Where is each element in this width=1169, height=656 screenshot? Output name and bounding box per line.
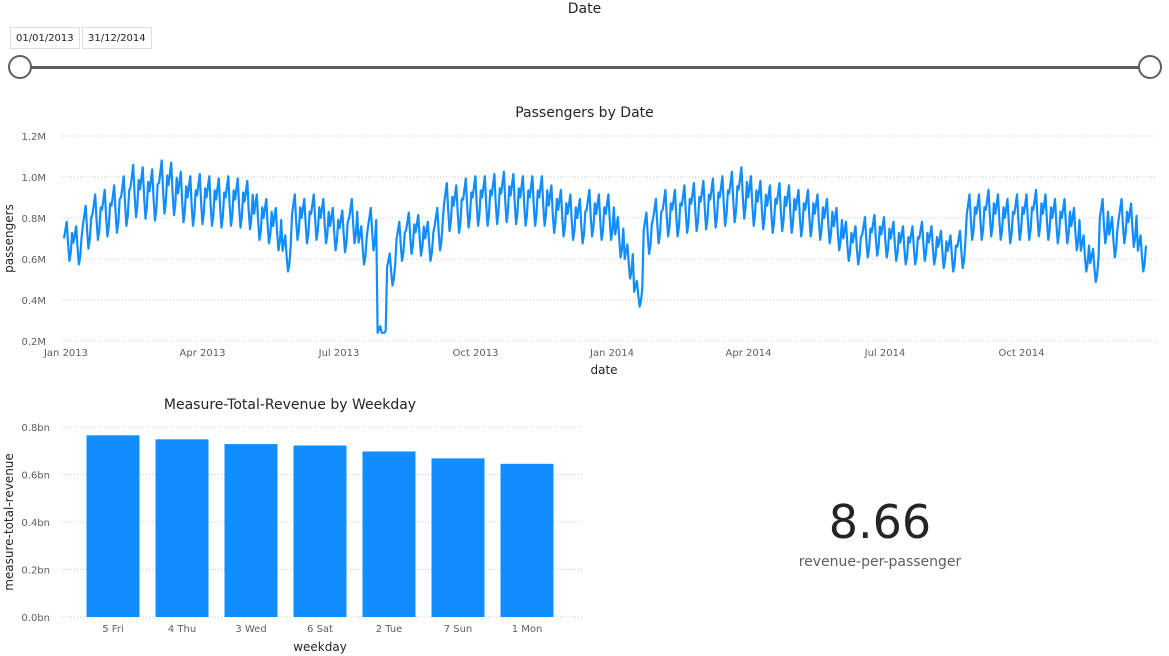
line-x-tick-label: Apr 2013: [180, 348, 226, 359]
bar-1-mon: [500, 463, 554, 617]
line-chart-title: Passengers by Date: [515, 105, 654, 121]
bar-y-tick-label: 0.4bn: [21, 518, 50, 529]
line-x-tick-label: Apr 2014: [726, 348, 772, 359]
slider-start-handle[interactable]: [8, 55, 32, 79]
line-x-tick-label: Oct 2013: [453, 348, 499, 359]
bar-3-wed: [224, 444, 278, 617]
bar-6-sat: [293, 445, 347, 617]
line-x-tick-label: Jul 2013: [318, 348, 360, 359]
card-value: 8.66: [828, 495, 932, 549]
bar-x-tick-label: 7 Sun: [444, 624, 473, 635]
bar-x-tick-label: 1 Mon: [512, 624, 543, 635]
line-x-axis-title: date: [590, 363, 617, 377]
line-y-tick-label: 0.6M: [21, 255, 46, 266]
line-y-tick-label: 0.8M: [21, 214, 46, 225]
slider-end-handle[interactable]: [1138, 55, 1162, 79]
bar-y-tick-label: 0.0bn: [21, 613, 50, 624]
line-y-tick-label: 1.2M: [21, 132, 46, 143]
line-x-tick-label: Oct 2014: [999, 348, 1045, 359]
start-date-input[interactable]: 01/01/2013: [10, 27, 80, 49]
line-x-tick-label: Jan 2013: [43, 348, 88, 359]
bar-y-tick-label: 0.6bn: [21, 471, 50, 482]
bar-x-axis-title: weekday: [293, 640, 347, 654]
bar-x-tick-label: 2 Tue: [376, 624, 403, 635]
card-label: revenue-per-passenger: [798, 554, 962, 570]
bar-y-axis-title: measure-total-revenue: [2, 453, 16, 591]
bar-7-sun: [431, 458, 485, 617]
bar-chart-title: Measure-Total-Revenue by Weekday: [163, 397, 417, 413]
end-date-input[interactable]: 31/12/2014: [82, 27, 152, 49]
bar-x-tick-label: 4 Thu: [168, 624, 196, 635]
line-y-tick-label: 1.0M: [21, 173, 46, 184]
bar-x-tick-label: 3 Wed: [235, 624, 266, 635]
line-y-tick-label: 0.4M: [21, 296, 46, 307]
date-slicer-title: Date: [567, 1, 602, 17]
bar-y-tick-label: 0.2bn: [21, 566, 50, 577]
passengers-line-chart[interactable]: 0.2M 0.4M 0.6M 0.8M 1.0M 1.2M Jan 2013 Apr 2013…: [0, 120, 1169, 400]
bar-x-tick-label: 5 Fri: [102, 624, 123, 635]
bar-4-thu: [155, 439, 209, 617]
line-x-tick-label: Jan 2014: [589, 348, 634, 359]
passengers-series-line: [62, 159, 1148, 334]
bar-2-tue: [362, 451, 416, 617]
line-y-tick-label: 0.2M: [21, 337, 46, 348]
bar-x-tick-label: 6 Sat: [307, 624, 333, 635]
date-range-slider-track[interactable]: [20, 66, 1150, 69]
revenue-bar-chart[interactable]: 0.0bn 0.2bn 0.4bn 0.6bn 0.8bn 5 Fri 4 Thu 3 Wed…: [0, 406, 600, 656]
line-y-axis-title: passengers: [2, 204, 16, 273]
bar-y-tick-label: 0.8bn: [21, 423, 50, 434]
bar-5-fri: [86, 435, 140, 617]
line-x-tick-label: Jul 2014: [864, 348, 906, 359]
